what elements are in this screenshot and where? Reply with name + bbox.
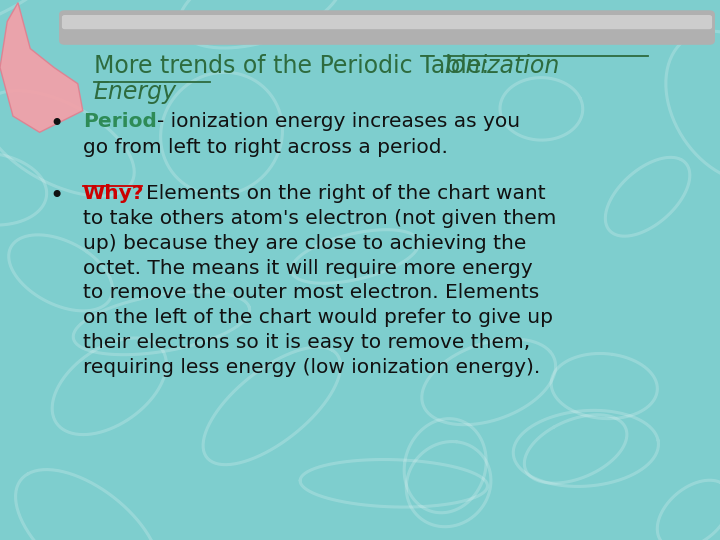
Text: Ionization: Ionization [444, 54, 559, 78]
FancyBboxPatch shape [59, 10, 715, 45]
Text: - ionization energy increases as you: - ionization energy increases as you [157, 112, 520, 131]
Text: on the left of the chart would prefer to give up: on the left of the chart would prefer to… [83, 308, 553, 327]
Text: •: • [49, 184, 63, 207]
Text: to take others atom's electron (not given them: to take others atom's electron (not give… [83, 209, 556, 228]
Text: •: • [49, 112, 63, 136]
Text: Why?: Why? [83, 184, 144, 202]
Text: More trends of the Periodic Table:: More trends of the Periodic Table: [94, 54, 496, 78]
Text: requiring less energy (low ionization energy).: requiring less energy (low ionization en… [83, 358, 540, 377]
Text: Period: Period [83, 112, 157, 131]
Text: up) because they are close to achieving the: up) because they are close to achieving … [83, 234, 526, 253]
Polygon shape [0, 3, 83, 132]
Text: Energy: Energy [94, 80, 176, 104]
Text: their electrons so it is easy to remove them,: their electrons so it is easy to remove … [83, 333, 530, 352]
Text: Elements on the right of the chart want: Elements on the right of the chart want [146, 184, 546, 202]
Text: go from left to right across a period.: go from left to right across a period. [83, 138, 448, 157]
FancyBboxPatch shape [62, 15, 712, 29]
Text: octet. The means it will require more energy: octet. The means it will require more en… [83, 259, 532, 278]
Text: to remove the outer most electron. Elements: to remove the outer most electron. Eleme… [83, 284, 539, 302]
